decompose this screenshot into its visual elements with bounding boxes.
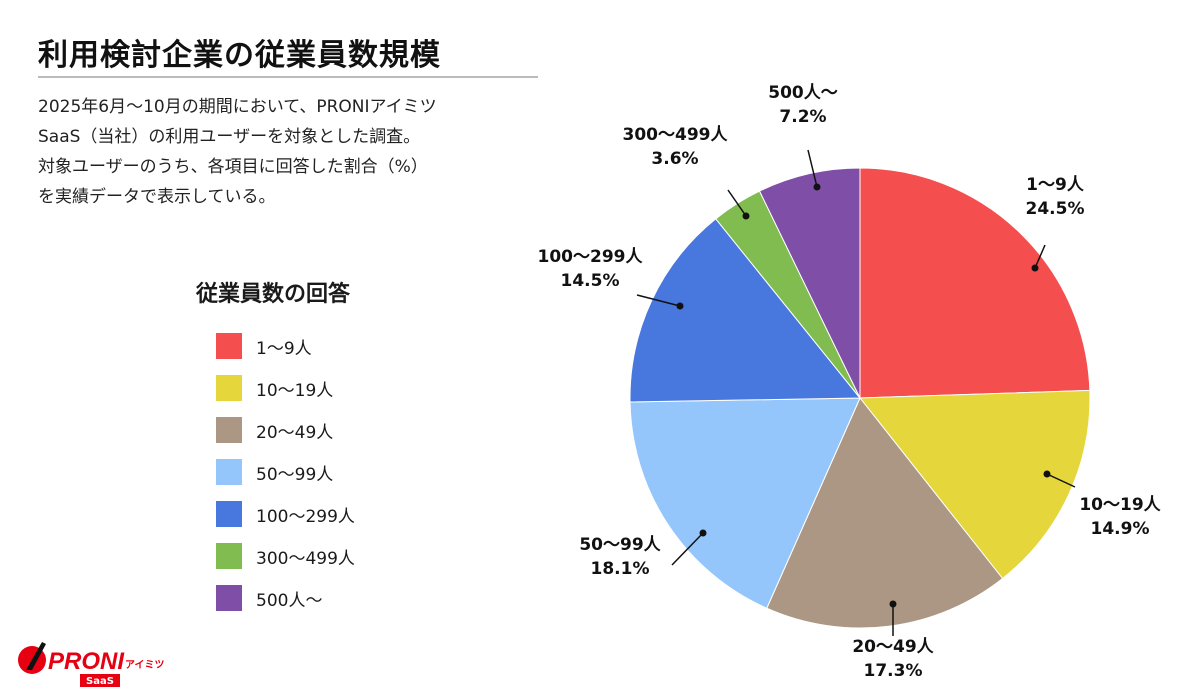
svg-text:SaaS: SaaS [86,676,114,687]
legend: 1〜9人 10〜19人 20〜49人 50〜99人 100〜299人 300〜499人 50… [216,325,355,619]
svg-text:アイミツ: アイミツ [125,659,165,671]
leader-line [1046,473,1076,488]
legend-label: 300〜499人 [256,548,355,569]
leader-line [636,294,681,307]
slice-value-label: 14.9% [1091,519,1150,539]
legend-swatch [216,417,242,443]
svg-text:PRONI: PRONI [48,648,125,675]
pie-slice [629,218,862,403]
pie-slice [629,397,861,609]
leader-dot [1043,470,1051,478]
legend-item: 20〜49人 [216,409,355,451]
leader-dot [1031,264,1039,272]
pie-slice [766,397,1004,629]
legend-label: 50〜99人 [256,464,334,485]
leader-line [671,532,704,566]
leader-dot [813,183,821,191]
legend-swatch [216,375,242,401]
description-line: SaaS（当社）の利用ユーザーを対象とした調査。 [38,127,421,147]
description-line: を実績データで表示している。 [38,187,276,207]
legend-item: 500人〜 [216,577,355,619]
legend-swatch [216,543,242,569]
legend-item: 300〜499人 [216,535,355,577]
page-title: 利用検討企業の従業員数規模 [38,38,441,73]
legend-item: 100〜299人 [216,493,355,535]
leader-dot [699,529,707,537]
leader-dot [676,302,684,310]
description-line: 対象ユーザーのうち、各項目に回答した割合（%） [38,157,428,177]
legend-label: 20〜49人 [256,422,334,443]
pie-slice [758,167,861,399]
proni-logo: PRONI アイミツ SaaS [12,636,172,694]
description: 2025年6月〜10月の期間において、PRONIアイミツ SaaS（当社）の利用… [38,92,558,212]
legend-item: 10〜19人 [216,367,355,409]
slice-value-label: 24.5% [1026,199,1085,219]
description-line: 2025年6月〜10月の期間において、PRONIアイミツ [38,97,437,117]
legend-swatch [216,585,242,611]
legend-swatch [216,459,242,485]
legend-label: 10〜19人 [256,380,334,401]
pie-slice [858,389,1091,580]
leader-dot [742,212,750,220]
slice-category-label: 1〜9人 [1026,175,1085,195]
divider [38,76,538,78]
legend-item: 50〜99人 [216,451,355,493]
pie-slice [859,167,1091,399]
slice-category-label: 500人〜 [768,83,838,103]
legend-item: 1〜9人 [216,325,355,367]
slice-value-label: 7.2% [779,107,826,127]
slice-value-label: 18.1% [591,559,650,579]
leader-dot [889,600,897,608]
legend-swatch [216,333,242,359]
slice-category-label: 300〜499人 [623,125,729,145]
slice-category-label: 50〜99人 [579,535,661,555]
legend-label: 500人〜 [256,590,323,611]
legend-label: 1〜9人 [256,338,312,359]
slice-category-label: 20〜49人 [852,637,934,657]
slice-category-label: 10〜19人 [1079,495,1161,515]
slice-value-label: 3.6% [651,149,698,169]
slice-value-label: 17.3% [864,661,923,681]
slice-value-label: 14.5% [561,271,620,291]
legend-label: 100〜299人 [256,506,355,527]
leader-line [807,149,818,188]
slice-category-label: 100〜299人 [538,247,644,267]
leader-line [1034,244,1046,269]
legend-swatch [216,501,242,527]
leader-line [727,189,747,217]
legend-title: 従業員数の回答 [196,282,351,307]
